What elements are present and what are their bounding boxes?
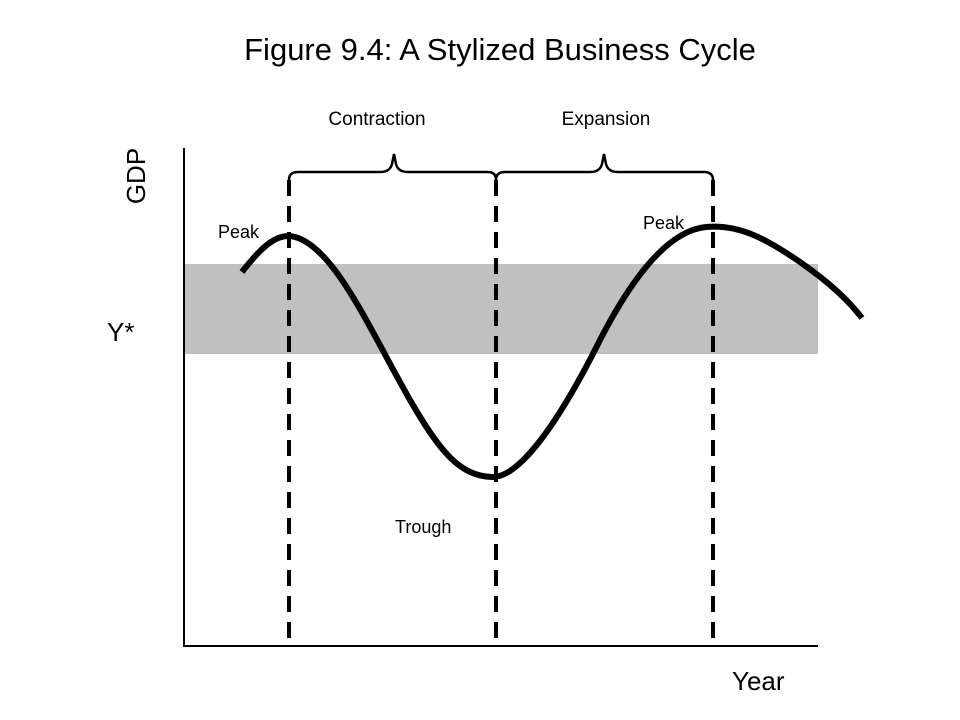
business-cycle-curve xyxy=(239,223,865,481)
potential-output-band xyxy=(183,264,818,354)
expansion-brace xyxy=(494,153,715,190)
peak-1-label: Peak xyxy=(218,222,260,242)
figure-title: Figure 9.4: A Stylized Business Cycle xyxy=(244,32,756,67)
phase-label-expansion: Expansion xyxy=(562,109,651,130)
potential-output-label: Y* xyxy=(107,317,134,347)
y-axis-label: GDP xyxy=(121,148,151,204)
trough-label: Trough xyxy=(395,517,451,537)
contraction-brace xyxy=(287,153,498,190)
peak-2-label: Peak xyxy=(643,213,685,233)
x-axis-label: Year xyxy=(732,666,785,696)
phase-label-contraction: Contraction xyxy=(328,109,425,130)
